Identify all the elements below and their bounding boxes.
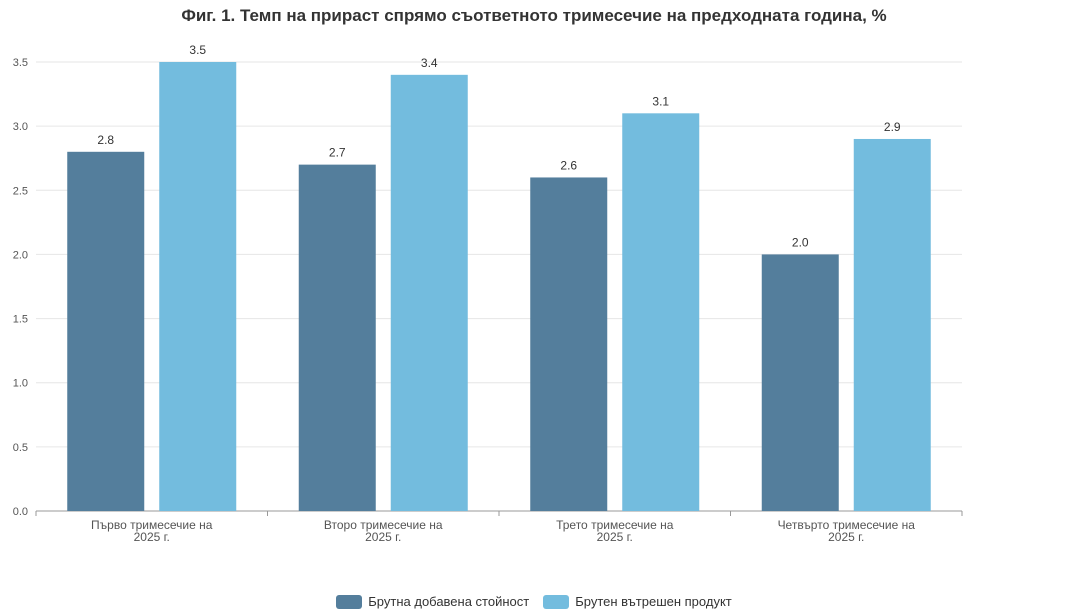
data-label: 3.5: [189, 43, 206, 57]
legend-swatch-gva: [336, 594, 363, 609]
x-tick-label: Четвърто тримесечие на 2025 г.: [778, 518, 916, 544]
data-label: 3.4: [421, 56, 438, 70]
chart-title: Фиг. 1. Темп на прираст спрямо съответно…: [181, 6, 887, 25]
data-label: 3.1: [652, 94, 669, 108]
bar: [159, 62, 237, 511]
x-tick-label: Първо тримесечие на 2025 г.: [91, 518, 213, 544]
bar: [622, 113, 700, 512]
legend-swatch-gdp: [543, 594, 570, 609]
x-tick-label: Трето тримесечие на 2025 г.: [556, 518, 674, 544]
data-label: 2.6: [560, 158, 577, 172]
data-label: 2.0: [792, 235, 809, 249]
legend-item-gva[interactable]: Брутна добавена стойност: [336, 594, 529, 609]
y-tick-label: 0.0: [13, 506, 28, 518]
legend-item-gdp[interactable]: Брутен вътрешен продукт: [543, 594, 732, 609]
bar: [530, 177, 608, 511]
bar: [761, 254, 839, 511]
y-tick-label: 3.0: [13, 121, 28, 133]
y-tick-label: 3.5: [13, 57, 28, 69]
x-tick-label: Второ тримесечие на 2025 г.: [324, 518, 443, 544]
bar: [67, 151, 145, 512]
data-labels: 2.8 2.7 2.6 2.0 3.5 3.4 3.1 2.9: [97, 43, 901, 249]
legend: Брутна добавена стойност Брутен вътрешен…: [0, 594, 1068, 609]
data-label: 2.8: [97, 133, 114, 147]
y-tick-label: 2.0: [13, 249, 28, 261]
y-tick-label: 0.5: [13, 442, 28, 454]
legend-label-gva: Брутна добавена стойност: [368, 594, 530, 609]
plot-area: 0.0 0.5 1.0 1.5 2.0 2.5 3.0 3.5 Първо тримесечие…: [13, 43, 963, 544]
y-tick-label: 2.5: [13, 185, 28, 197]
y-tick-label: 1.0: [13, 378, 28, 390]
y-tick-label: 1.5: [13, 314, 28, 326]
bar: [390, 74, 468, 511]
bars: [67, 62, 931, 512]
data-label: 2.7: [329, 146, 346, 160]
bar: [298, 164, 376, 511]
data-label: 2.9: [884, 120, 901, 134]
bar: [853, 138, 931, 511]
legend-label-gdp: Брутен вътрешен продукт: [575, 594, 732, 609]
